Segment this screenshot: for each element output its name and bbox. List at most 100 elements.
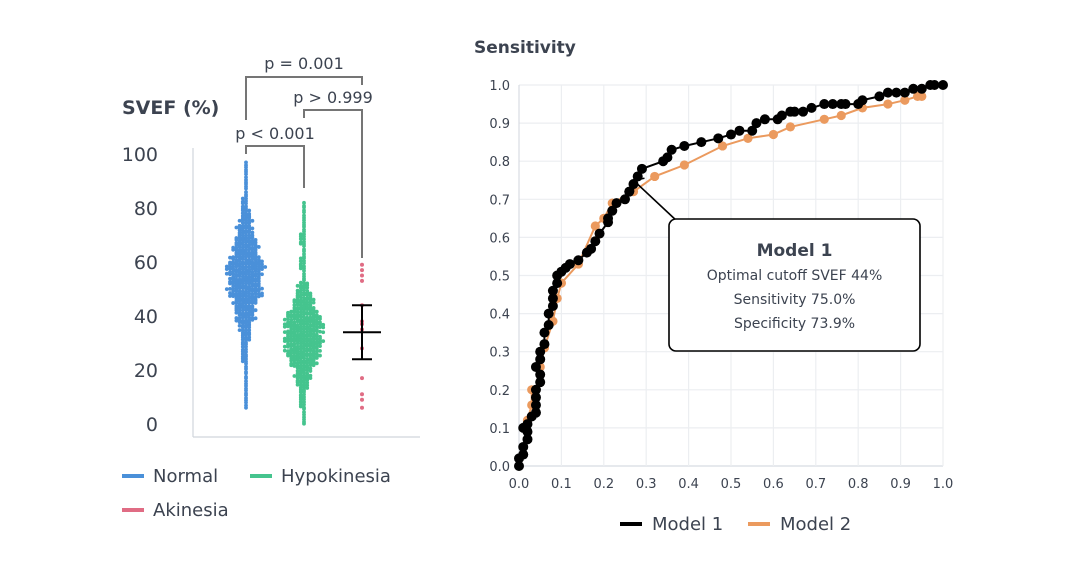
data-point (228, 264, 232, 269)
data-point (253, 316, 258, 321)
data-point (360, 268, 364, 273)
data-point (244, 311, 248, 316)
data-point (228, 279, 232, 284)
bracket-line (303, 109, 363, 258)
data-point (289, 361, 294, 366)
data-point (240, 240, 245, 245)
data-point (308, 351, 313, 356)
data-point (298, 303, 303, 308)
data-point (231, 301, 236, 305)
data-point (308, 366, 313, 371)
legend-label: Model 1 (652, 514, 723, 535)
data-point (298, 317, 303, 322)
data-point (696, 137, 707, 148)
data-point (857, 95, 868, 106)
data-point (244, 286, 248, 291)
data-point (240, 204, 245, 209)
data-point (302, 296, 306, 300)
data-point (240, 199, 245, 204)
data-point (240, 260, 245, 265)
data-point (237, 311, 242, 315)
data-point (321, 339, 326, 344)
data-point (244, 318, 248, 323)
data-point (250, 281, 255, 286)
data-point (360, 397, 364, 402)
data-point (292, 341, 297, 346)
data-point (305, 315, 310, 320)
data-point (253, 282, 258, 287)
data-point (244, 229, 248, 233)
data-point (224, 287, 229, 292)
data-point (747, 125, 758, 136)
data-point (874, 91, 885, 102)
y-axis-title: SVEF (%) (122, 97, 219, 119)
callout-line: Optimal cutoff SVEF 44% (707, 268, 883, 284)
data-point (240, 340, 245, 345)
data-point (282, 330, 287, 335)
data-point (231, 264, 236, 269)
data-point (759, 114, 770, 125)
data-point (295, 305, 300, 310)
data-point (292, 305, 297, 310)
data-point (289, 353, 294, 358)
data-point (228, 255, 232, 260)
data-point (289, 313, 294, 317)
data-point (253, 260, 258, 265)
data-point (247, 275, 252, 280)
data-point (250, 299, 255, 304)
data-point (240, 284, 245, 289)
y-tick-label: 100 (122, 144, 158, 166)
data-point (286, 320, 290, 325)
data-point (234, 241, 239, 245)
data-point (250, 238, 255, 243)
data-point (311, 310, 316, 315)
data-point (305, 341, 310, 346)
data-point (311, 349, 316, 354)
data-point (295, 312, 300, 317)
data-point (240, 211, 245, 216)
data-point (292, 344, 297, 349)
data-point (250, 269, 255, 274)
data-point (734, 125, 745, 136)
data-point (292, 364, 297, 368)
data-point (302, 291, 306, 296)
data-point (308, 356, 313, 361)
data-point (240, 265, 245, 269)
data-point (938, 80, 948, 90)
x-tick-label: 0.0 (509, 477, 530, 492)
data-point (260, 262, 264, 267)
x-tick-label: 0.8 (848, 477, 869, 492)
data-point (522, 419, 533, 430)
legend-label: Hypokinesia (281, 466, 391, 487)
data-point (244, 190, 248, 194)
data-point (256, 281, 261, 286)
data-point (256, 279, 261, 284)
data-point (305, 300, 310, 305)
data-point (240, 223, 245, 228)
data-point (302, 400, 306, 404)
y-tick-label: 20 (134, 360, 158, 382)
data-point (305, 310, 310, 315)
data-point (298, 256, 303, 261)
callout-box (668, 218, 921, 352)
data-point (292, 298, 297, 303)
data-point (929, 80, 940, 90)
data-point (308, 327, 313, 332)
data-point (244, 209, 248, 214)
data-point (318, 334, 322, 339)
data-point (250, 230, 255, 235)
y-tick-label: 0.3 (489, 346, 510, 361)
data-point (302, 264, 306, 269)
data-point (240, 270, 245, 274)
data-point (594, 228, 605, 239)
legend-label: Normal (153, 466, 218, 487)
data-point (244, 289, 248, 294)
x-tick-label: 0.9 (890, 477, 911, 492)
y-tick-label: 0.4 (489, 308, 510, 323)
data-point (292, 337, 297, 341)
data-point (240, 308, 245, 313)
callout-line: Sensitivity 75.0% (734, 292, 856, 308)
data-point (298, 259, 303, 264)
y-tick-label: 80 (134, 198, 158, 220)
data-point (650, 171, 660, 182)
